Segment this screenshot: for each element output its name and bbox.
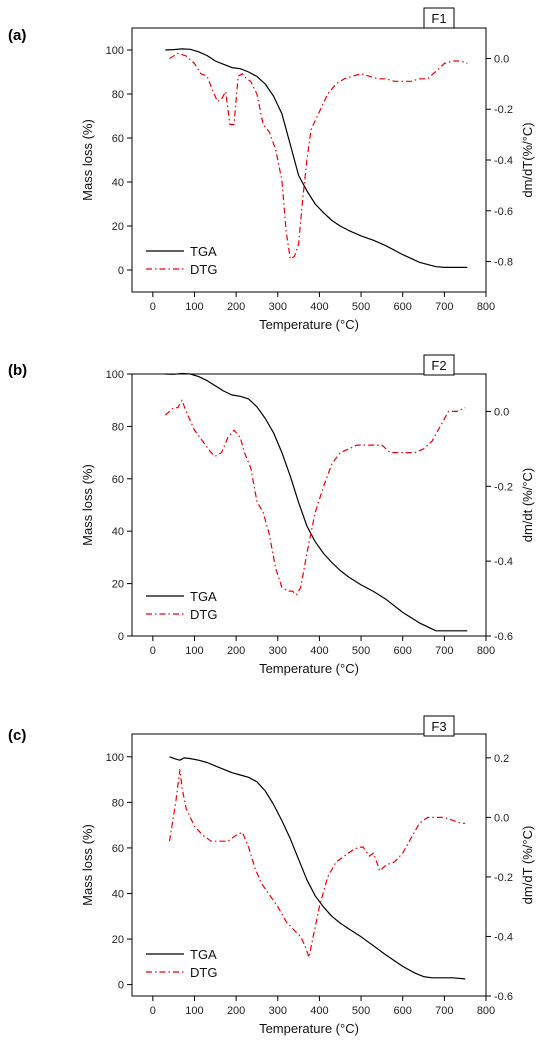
y-tick-label: 20 [112,221,124,233]
legend-label-dtg: DTG [190,965,217,980]
y-tick-label: 100 [106,369,124,381]
x-tick-label: 300 [269,1005,287,1017]
x-tick-label: 500 [352,1005,370,1017]
y-tick-label: 80 [112,89,124,101]
y2-axis-title: dm/dt (%/°C) [520,468,535,543]
y-tick-label: 100 [106,45,124,57]
x-tick-label: 600 [394,1005,412,1017]
x-tick-label: 400 [310,645,328,657]
x-tick-label: 200 [227,301,245,313]
y2-tick-label: 0.0 [494,53,509,65]
x-axis-title: Temperature (°C) [259,317,359,332]
legend-label-tga: TGA [190,244,217,259]
y2-tick-label: -0.4 [494,556,513,568]
y-tick-label: 20 [112,579,124,591]
x-tick-label: 100 [185,645,203,657]
y-tick-label: 40 [112,526,124,538]
x-tick-label: 300 [269,301,287,313]
y2-tick-label: -0.8 [494,257,513,269]
x-tick-label: 700 [435,301,453,313]
sample-label: F2 [431,358,446,373]
dtg-series-line [164,399,466,596]
tga-series-line [165,372,468,632]
y-tick-label: 0 [118,265,124,277]
y2-tick-label: 0.0 [494,812,509,824]
tga-series-line [165,48,468,268]
sample-label: F1 [431,11,446,26]
x-tick-label: 700 [435,1005,453,1017]
y-tick-label: 20 [112,934,124,946]
y-axis-title: Mass loss (%) [80,119,95,201]
x-tick-label: 0 [150,301,156,313]
x-tick-label: 100 [185,301,203,313]
y-tick-label: 0 [118,980,124,992]
y-axis-title: Mass loss (%) [80,824,95,906]
y-tick-label: 60 [112,843,124,855]
y2-tick-label: -0.6 [494,991,513,1003]
x-tick-label: 200 [227,1005,245,1017]
tga-series-line [169,756,466,980]
y-axis-title: Mass loss (%) [80,464,95,546]
sample-label: F3 [431,719,446,734]
x-tick-label: 0 [150,1005,156,1017]
y-tick-label: 60 [112,474,124,486]
y2-axis-title: dm/dT (%/°C) [520,826,535,905]
plot-frame [131,27,487,293]
y2-tick-label: -0.2 [494,104,513,116]
dtg-series-line [168,769,466,958]
x-axis-title: Temperature (°C) [259,1021,359,1036]
legend-label-tga: TGA [190,947,217,962]
x-tick-label: 500 [352,645,370,657]
legend-label-dtg: DTG [190,262,217,277]
y2-tick-label: 0.2 [494,753,509,765]
y-tick-label: 80 [112,797,124,809]
chart-panel-c: 0 100 200 300 400 500 600 700 800 0 20 40 60 80 100 0.2… [8,715,535,1036]
x-tick-label: 800 [477,301,495,313]
panel-label: (a) [8,27,26,44]
panel-label: (b) [8,362,27,379]
x-tick-label: 700 [435,645,453,657]
x-tick-label: 200 [227,645,245,657]
panel-label: (c) [8,727,26,744]
y-tick-label: 40 [112,177,124,189]
x-tick-label: 400 [310,301,328,313]
x-tick-label: 300 [269,645,287,657]
y2-tick-label: -0.6 [494,206,513,218]
plot-frame [131,733,487,997]
y2-tick-label: -0.2 [494,481,513,493]
plot-frame [131,373,487,637]
x-tick-label: 100 [185,1005,203,1017]
x-tick-label: 600 [394,645,412,657]
sample-label-box [423,715,455,737]
x-tick-label: 800 [477,645,495,657]
sample-label-box [423,7,455,29]
y2-tick-label: -0.6 [494,631,513,643]
legend-label-dtg: DTG [190,607,217,622]
x-tick-label: 500 [352,301,370,313]
x-tick-label: 0 [150,645,156,657]
y-tick-label: 100 [106,752,124,764]
y-tick-label: 60 [112,133,124,145]
chart-panel-b: 0 100 200 300 400 500 600 700 800 0 20 40 60 80 100 0.0… [8,354,535,676]
y2-tick-label: 0.0 [494,406,509,418]
y2-tick-label: -0.4 [494,155,513,167]
dtg-series-line [169,52,468,260]
y2-axis-title: dm/dT(%/°C) [520,122,535,197]
x-tick-label: 800 [477,1005,495,1017]
x-tick-label: 400 [310,1005,328,1017]
y-tick-label: 80 [112,421,124,433]
sample-label-box [423,354,455,376]
x-tick-label: 600 [394,301,412,313]
x-axis-title: Temperature (°C) [259,661,359,676]
legend-label-tga: TGA [190,589,217,604]
y-tick-label: 40 [112,888,124,900]
chart-panel-a: 0 100 200 300 400 500 600 700 800 0 20 40 60 80 100 0.0… [8,7,535,332]
y2-tick-label: -0.4 [494,931,513,943]
y-tick-label: 0 [118,631,124,643]
y2-tick-label: -0.2 [494,872,513,884]
